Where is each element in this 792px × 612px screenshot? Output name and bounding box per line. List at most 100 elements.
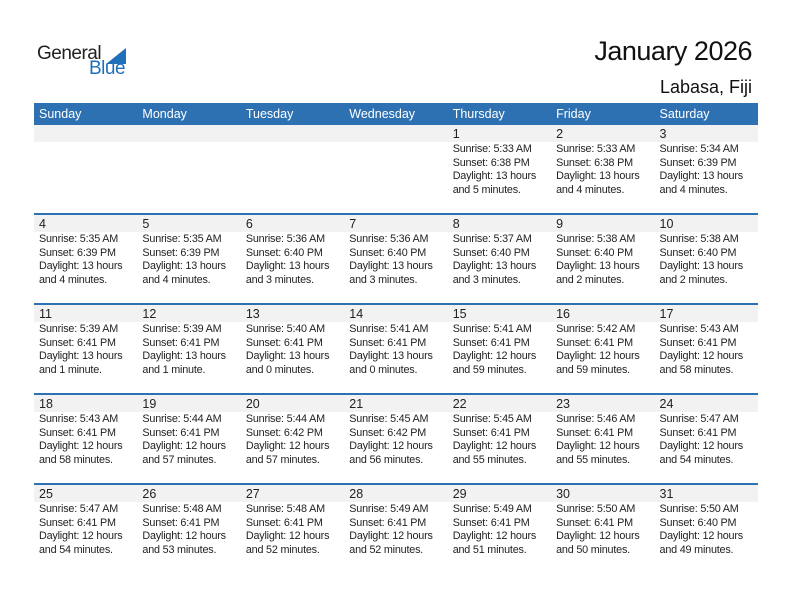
daylight2-text: and 52 minutes. — [349, 543, 424, 556]
sunrise-text: Sunrise: 5:33 AM — [452, 143, 532, 155]
day-number: 14 — [349, 307, 364, 321]
generalblue-logo: General Blue — [37, 43, 137, 83]
day-cell: 27 Sunrise: 5:48 AM Sunset: 6:41 PM Dayligh… — [241, 485, 344, 573]
day-cell: 8 Sunrise: 5:37 AM Sunset: 6:40 PM Daylight… — [448, 215, 551, 303]
empty-day-cell — [241, 125, 344, 215]
daylight1-text: Daylight: 13 hours — [659, 170, 744, 182]
sunset-text: Sunset: 6:38 PM — [452, 156, 530, 169]
sun-info: Sunrise: 5:48 AM Sunset: 6:41 PM Daylight:… — [142, 503, 240, 557]
day-cell: 12 Sunrise: 5:39 AM Sunset: 6:41 PM Dayligh… — [137, 305, 240, 393]
day-cell: 16 Sunrise: 5:42 AM Sunset: 6:41 PM Dayligh… — [551, 305, 654, 393]
daylight1-text: Daylight: 12 hours — [452, 440, 537, 452]
day-cell: 4 Sunrise: 5:35 AM Sunset: 6:39 PM Daylight… — [34, 215, 137, 303]
sunset-text: Sunset: 6:41 PM — [245, 516, 323, 529]
month-title: January 2026 — [594, 36, 752, 66]
date-band — [34, 305, 758, 322]
day-cell: 26 Sunrise: 5:48 AM Sunset: 6:41 PM Dayligh… — [137, 485, 240, 573]
day-cell: 23 Sunrise: 5:46 AM Sunset: 6:41 PM Dayligh… — [551, 395, 654, 483]
daylight2-text: and 57 minutes. — [142, 453, 217, 466]
sunset-text: Sunset: 6:42 PM — [245, 426, 323, 439]
day-cell: 15 Sunrise: 5:41 AM Sunset: 6:41 PM Dayligh… — [448, 305, 551, 393]
daylight1-text: Daylight: 12 hours — [452, 530, 537, 542]
sunset-text: Sunset: 6:41 PM — [39, 336, 116, 349]
sunrise-text: Sunrise: 5:45 AM — [452, 413, 532, 425]
day-number: 21 — [349, 397, 364, 411]
daylight2-text: and 4 minutes. — [39, 273, 108, 286]
day-number: 26 — [142, 487, 157, 501]
daylight2-text: and 4 minutes. — [142, 273, 211, 286]
day-number: 27 — [245, 487, 260, 501]
sunset-text: Sunset: 6:40 PM — [452, 246, 530, 259]
daylight2-text: and 3 minutes. — [245, 273, 314, 286]
sunrise-text: Sunrise: 5:46 AM — [556, 413, 636, 425]
daylight1-text: Daylight: 13 hours — [245, 350, 330, 362]
weekday-wednesday: Wednesday — [349, 107, 416, 121]
sun-info: Sunrise: 5:50 AM Sunset: 6:40 PM Daylight:… — [660, 503, 758, 557]
daylight1-text: Daylight: 13 hours — [556, 170, 640, 182]
sunset-text: Sunset: 6:41 PM — [39, 516, 116, 529]
sunset-text: Sunset: 6:41 PM — [452, 516, 530, 529]
sunset-text: Sunset: 6:41 PM — [245, 336, 323, 349]
date-band — [34, 485, 758, 502]
day-number: 19 — [142, 397, 157, 411]
sunrise-text: Sunrise: 5:37 AM — [452, 233, 532, 245]
week-row: 1 Sunrise: 5:33 AM Sunset: 6:38 PM Daylight… — [34, 125, 758, 215]
empty-day-cell — [344, 125, 447, 215]
sun-info: Sunrise: 5:43 AM Sunset: 6:41 PM Daylight:… — [660, 323, 758, 377]
day-number: 7 — [349, 217, 357, 231]
sunset-text: Sunset: 6:41 PM — [452, 426, 530, 439]
sunrise-text: Sunrise: 5:44 AM — [245, 413, 325, 425]
daylight2-text: and 0 minutes. — [349, 363, 418, 376]
sunset-text: Sunset: 6:41 PM — [142, 426, 220, 439]
sun-info: Sunrise: 5:49 AM Sunset: 6:41 PM Daylight:… — [349, 503, 447, 557]
day-number: 12 — [142, 307, 157, 321]
day-cell: 7 Sunrise: 5:36 AM Sunset: 6:40 PM Daylight… — [344, 215, 447, 303]
day-number: 22 — [452, 397, 467, 411]
logo-text-general: General — [37, 43, 102, 64]
day-cell: 21 Sunrise: 5:45 AM Sunset: 6:42 PM Dayligh… — [344, 395, 447, 483]
day-number: 29 — [452, 487, 467, 501]
day-number: 4 — [39, 217, 46, 231]
day-cell: 13 Sunrise: 5:40 AM Sunset: 6:41 PM Dayligh… — [241, 305, 344, 393]
day-number: 3 — [659, 127, 667, 141]
day-cell: 19 Sunrise: 5:44 AM Sunset: 6:41 PM Dayligh… — [137, 395, 240, 483]
daylight2-text: and 53 minutes. — [142, 543, 217, 556]
week-row: 25 Sunrise: 5:47 AM Sunset: 6:41 PM Dayligh… — [34, 483, 758, 573]
daylight1-text: Daylight: 13 hours — [556, 260, 640, 272]
sun-info: Sunrise: 5:49 AM Sunset: 6:41 PM Daylight:… — [453, 503, 551, 557]
day-cell: 22 Sunrise: 5:45 AM Sunset: 6:41 PM Dayligh… — [448, 395, 551, 483]
day-number: 18 — [39, 397, 53, 411]
daylight1-text: Daylight: 12 hours — [556, 440, 640, 452]
day-cell: 24 Sunrise: 5:47 AM Sunset: 6:41 PM Dayligh… — [655, 395, 758, 483]
daylight2-text: and 2 minutes. — [556, 273, 625, 286]
daylight2-text: and 50 minutes. — [556, 543, 630, 556]
day-number: 11 — [39, 307, 52, 321]
daylight1-text: Daylight: 12 hours — [659, 530, 744, 542]
sun-info: Sunrise: 5:45 AM Sunset: 6:42 PM Daylight:… — [349, 413, 447, 467]
day-cell: 10 Sunrise: 5:38 AM Sunset: 6:40 PM Dayligh… — [655, 215, 758, 303]
sunrise-text: Sunrise: 5:49 AM — [349, 503, 429, 515]
day-cell: 9 Sunrise: 5:38 AM Sunset: 6:40 PM Daylight… — [551, 215, 654, 303]
daylight1-text: Daylight: 12 hours — [349, 440, 433, 452]
sunrise-text: Sunrise: 5:43 AM — [39, 413, 119, 425]
sunrise-text: Sunrise: 5:41 AM — [349, 323, 429, 335]
weekday-header: Sunday Monday Tuesday Wednesday Thursday… — [34, 103, 758, 125]
sunset-text: Sunset: 6:42 PM — [349, 426, 427, 439]
day-number: 9 — [556, 217, 564, 231]
daylight2-text: and 54 minutes. — [659, 453, 734, 466]
day-cell: 11 Sunrise: 5:39 AM Sunset: 6:41 PM Dayligh… — [34, 305, 137, 393]
sun-info: Sunrise: 5:39 AM Sunset: 6:41 PM Daylight:… — [142, 323, 240, 377]
daylight1-text: Daylight: 12 hours — [349, 530, 433, 542]
sun-info: Sunrise: 5:44 AM Sunset: 6:41 PM Daylight:… — [142, 413, 240, 467]
sunrise-text: Sunrise: 5:36 AM — [349, 233, 429, 245]
day-cell: 18 Sunrise: 5:43 AM Sunset: 6:41 PM Dayligh… — [34, 395, 137, 483]
daylight1-text: Daylight: 13 hours — [659, 260, 744, 272]
sunrise-text: Sunrise: 5:35 AM — [142, 233, 222, 245]
weekday-monday: Monday — [142, 107, 187, 121]
date-band — [34, 215, 758, 232]
sun-info: Sunrise: 5:41 AM Sunset: 6:41 PM Daylight:… — [453, 323, 551, 377]
sun-info: Sunrise: 5:36 AM Sunset: 6:40 PM Daylight:… — [246, 233, 344, 287]
day-number: 30 — [556, 487, 571, 501]
daylight1-text: Daylight: 12 hours — [245, 440, 330, 452]
